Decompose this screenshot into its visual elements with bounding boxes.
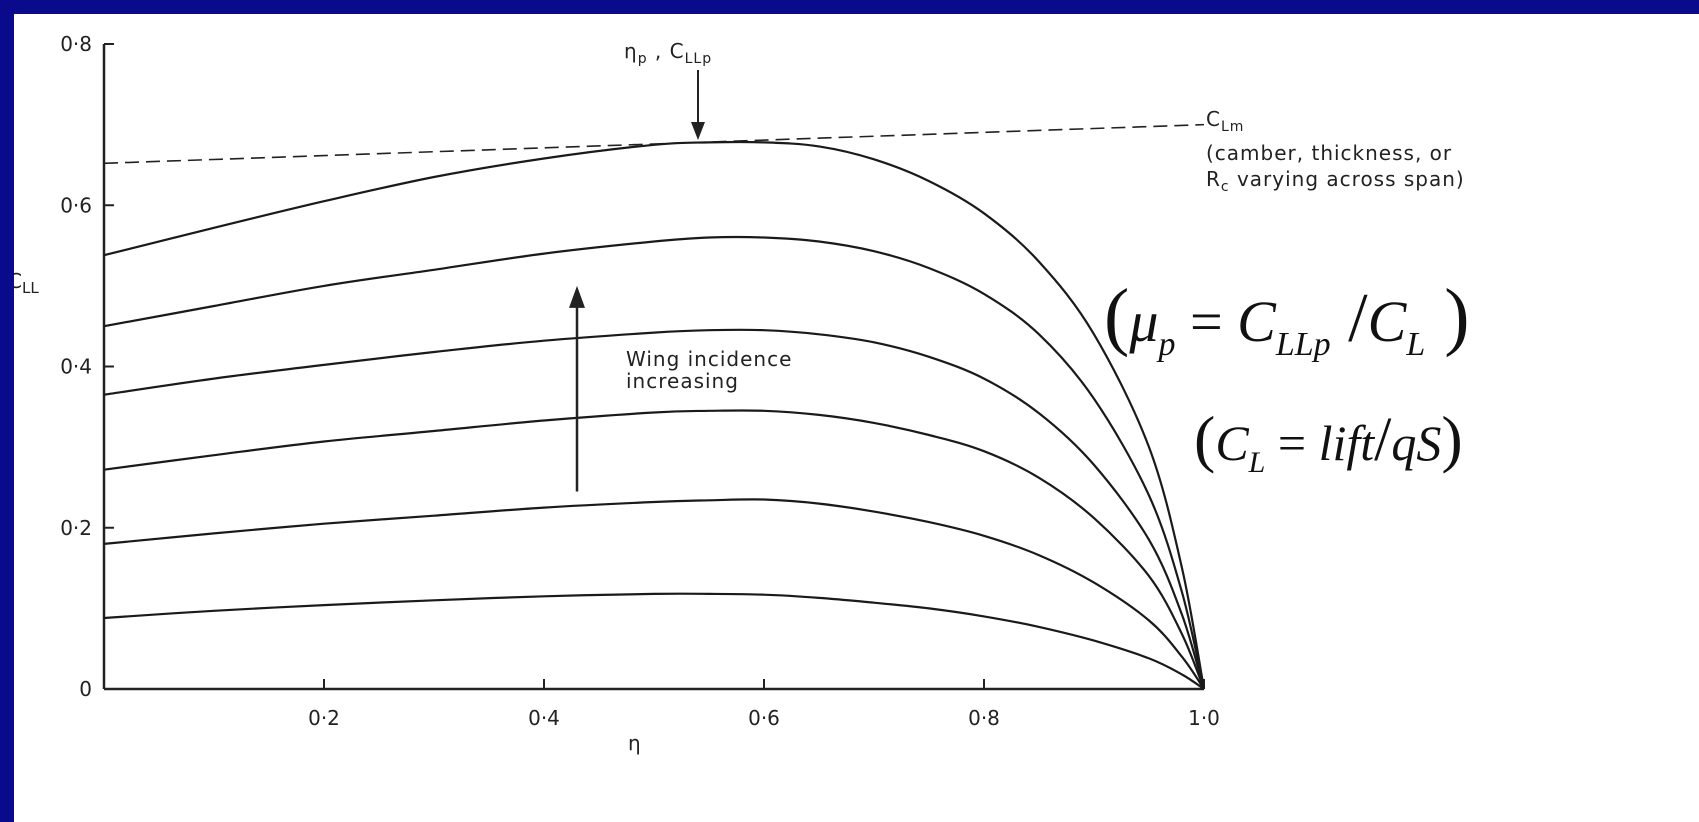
- clm-label-c: C: [1206, 107, 1221, 131]
- clm-label: CLm: [1206, 107, 1244, 135]
- eq1-mu-sub: p: [1156, 326, 1175, 363]
- eq1-mu: μ: [1128, 289, 1158, 354]
- x-tick-labels: 0·2 0·4 0·6 0·8 1·0: [308, 706, 1220, 730]
- x-axis-label: η: [628, 731, 641, 755]
- peak-arrow-head: [691, 122, 705, 140]
- eq1-equals: =: [1175, 289, 1237, 354]
- y-tick-label: 0·4: [60, 355, 92, 379]
- eq1-cl-sub: L: [1405, 326, 1425, 363]
- y-tick-label: 0·2: [60, 516, 92, 540]
- clm-note-line1: (camber, thickness, or: [1206, 141, 1452, 165]
- eq2-equals: =: [1265, 415, 1318, 471]
- y-tick-labels: 0 0·2 0·4 0·6 0·8: [60, 32, 92, 701]
- lift-distribution-chart: 00·20·40·60·8 0·2 0·4 0·6 0·8 1·0 CLL η ηp ,…: [14, 32, 1470, 755]
- peak-label-sep: , C: [648, 39, 685, 63]
- curve-3: [103, 409, 1206, 690]
- equation-1: (μp = CLLp /CL ): [1104, 274, 1470, 363]
- y-tick-label: 0: [79, 677, 92, 701]
- x-tick-label: 1·0: [1188, 706, 1220, 730]
- eq1-open: (: [1104, 274, 1129, 358]
- arrow-label-line1: Wing incidence: [626, 347, 792, 371]
- curves-group: [103, 140, 1206, 690]
- eq2-c-sub: L: [1248, 446, 1266, 479]
- eq1-c: C: [1237, 289, 1277, 354]
- x-tick-label: 0·6: [748, 706, 780, 730]
- curve-5: [103, 235, 1206, 690]
- eq2-rhs: = lift/qS: [1265, 406, 1441, 474]
- peak-label-eta-sub: p: [638, 51, 648, 67]
- x-tick-label: 0·2: [308, 706, 340, 730]
- slide-frame: 0 0·2 0·4 0·6 0·8 0·2 0·4 0·6 0·8 1·0 CLL η ηp ,…: [14, 14, 1699, 822]
- incidence-arrow-head: [569, 285, 585, 308]
- y-tick-label: 0·6: [60, 193, 92, 217]
- eq2-c: C: [1215, 415, 1249, 471]
- equation-2: (CL = lift/qS): [1194, 403, 1463, 479]
- clm-note-rest: varying across span): [1230, 167, 1465, 191]
- eq2-slash: /: [1374, 406, 1392, 474]
- curve-4: [103, 328, 1206, 690]
- peak-label-eta: η: [624, 39, 638, 63]
- eq1-slash: /: [1331, 280, 1369, 357]
- arrow-label-line2: increasing: [626, 369, 739, 393]
- x-tick-label: 0·4: [528, 706, 560, 730]
- eq1-cl: C: [1368, 289, 1408, 354]
- clm-note-line2: Rc varying across span): [1206, 167, 1465, 195]
- eq1-close: ): [1425, 274, 1469, 358]
- peak-label: ηp , CLLp: [624, 39, 712, 67]
- eq2-open: (: [1194, 403, 1215, 474]
- clm-note-r-sub: c: [1221, 179, 1230, 195]
- curve-6: [103, 140, 1206, 690]
- eq2-close: ): [1441, 403, 1462, 474]
- curve-2: [103, 498, 1205, 690]
- x-tick-label: 0·8: [968, 706, 1000, 730]
- clm-note-r: R: [1206, 167, 1221, 191]
- y-axis-label: CLL: [14, 269, 39, 297]
- clm-label-sub: Lm: [1221, 119, 1244, 135]
- y-tick-label: 0·8: [60, 32, 92, 56]
- eq1-c-sub: LLp: [1275, 326, 1331, 363]
- curve-1: [103, 592, 1205, 690]
- ylabel-main: C: [14, 269, 22, 293]
- peak-label-cllp-sub: LLp: [685, 51, 713, 67]
- ylabel-sub: LL: [22, 279, 39, 297]
